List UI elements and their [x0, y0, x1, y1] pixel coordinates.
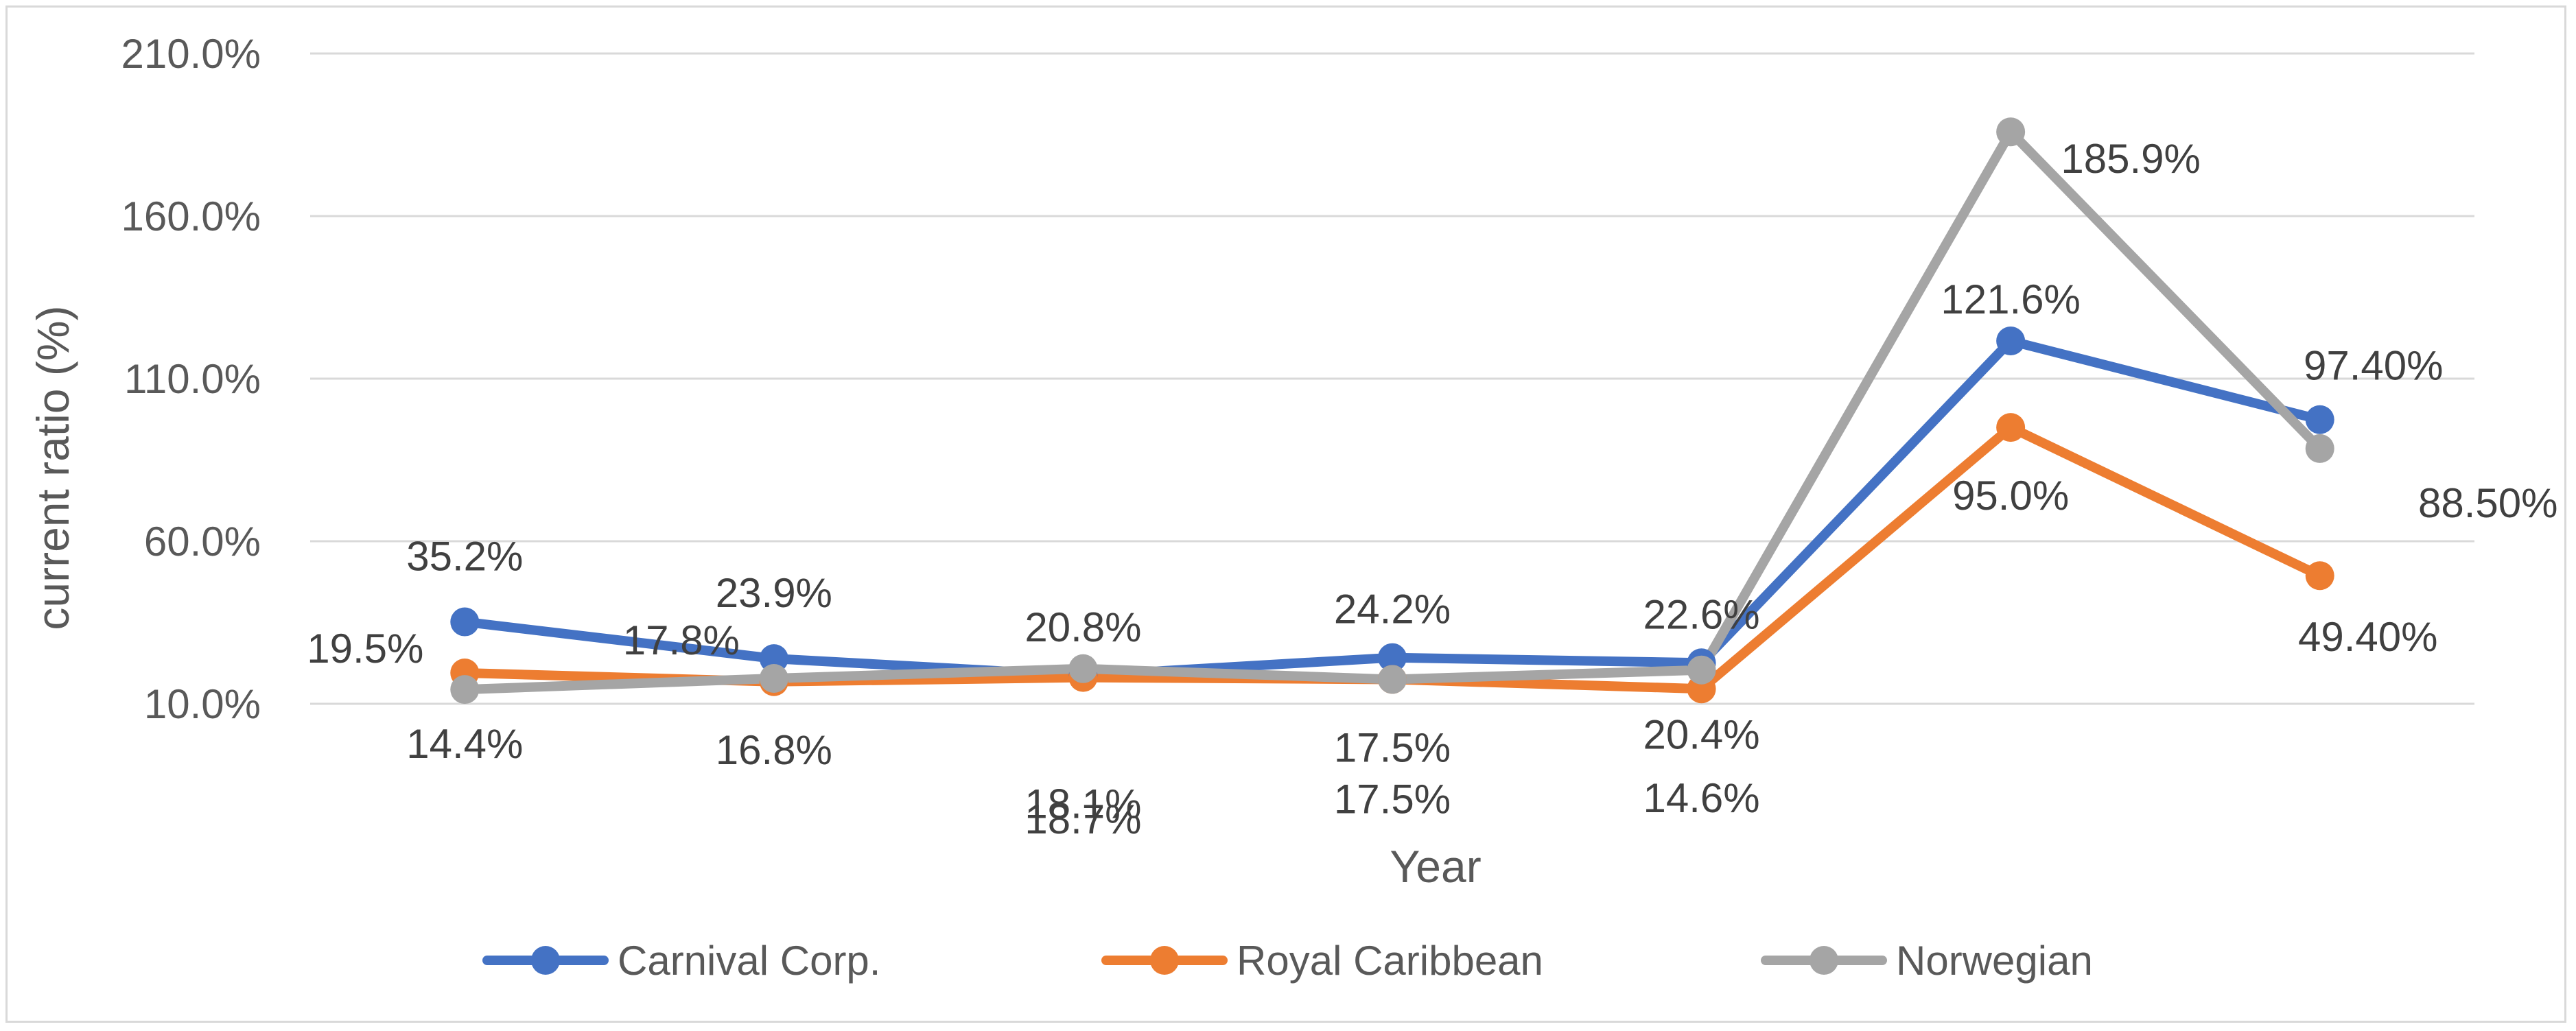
data-label-norwegian: 88.50% — [2418, 480, 2558, 526]
legend-label-carnival-corp: Carnival Corp. — [618, 938, 880, 984]
y-tick-label: 210.0% — [121, 31, 261, 77]
data-label-royal-caribbean: 16.8% — [716, 727, 832, 773]
data-label-norwegian: 20.4% — [1643, 712, 1760, 758]
legend-marker-royal-caribbean — [1150, 946, 1179, 975]
data-point-norwegian — [450, 675, 480, 704]
data-label-carnival-corp: 18.7% — [1024, 796, 1141, 842]
chart-frame — [5, 5, 2566, 1023]
data-label-carnival-corp: 35.2% — [406, 534, 523, 580]
data-label-norwegian: 14.4% — [406, 721, 523, 767]
legend: Carnival Corp. Royal Caribbean Norwegian — [482, 938, 2093, 984]
data-label-norwegian: 17.8% — [623, 617, 740, 663]
y-tick-label: 110.0% — [124, 356, 261, 402]
y-tick-label: 160.0% — [121, 193, 261, 239]
data-labels: 35.2% 23.9% 18.7% 24.2% 22.6% 121.6% 97.40% 19.… — [307, 136, 2557, 842]
data-point-carnival-corp — [450, 607, 480, 637]
data-label-norwegian: 17.5% — [1334, 724, 1451, 770]
data-label-royal-caribbean: 19.5% — [307, 626, 423, 672]
data-point-carnival-corp — [1996, 327, 2026, 356]
data-point-carnival-corp — [2305, 405, 2334, 434]
data-label-norwegian: 185.9% — [2061, 136, 2201, 182]
x-axis-title: Year — [1390, 841, 1481, 892]
legend-label-norwegian: Norwegian — [1896, 938, 2093, 984]
data-label-carnival-corp: 121.6% — [1941, 276, 2081, 322]
data-label-royal-caribbean: 49.40% — [2298, 614, 2438, 660]
data-point-norwegian — [1378, 665, 1407, 694]
data-label-carnival-corp: 22.6% — [1643, 591, 1760, 637]
data-point-norwegian — [759, 664, 788, 694]
data-label-carnival-corp: 24.2% — [1334, 586, 1451, 632]
data-label-carnival-corp: 23.9% — [716, 570, 832, 616]
data-label-royal-caribbean: 18.1% — [1024, 781, 1141, 827]
legend-marker-carnival-corp — [531, 946, 560, 975]
data-label-carnival-corp: 97.40% — [2304, 343, 2444, 389]
series-markers — [450, 117, 2334, 704]
gridlines — [310, 52, 2474, 705]
data-point-norwegian — [1068, 654, 1098, 683]
data-point-norwegian — [1687, 655, 1716, 685]
data-label-norwegian: 20.8% — [1024, 604, 1141, 650]
y-axis-title: current ratio (%) — [27, 305, 78, 630]
y-tick-label: 60.0% — [144, 519, 261, 565]
y-axis-tick-labels: 10.0% 60.0% 110.0% 160.0% 210.0% — [121, 31, 261, 727]
data-point-royal-caribbean — [2305, 561, 2334, 591]
data-point-norwegian — [2305, 434, 2334, 463]
data-point-carnival-corp — [1378, 643, 1407, 672]
data-point-royal-caribbean — [1996, 413, 2026, 442]
y-tick-label: 10.0% — [144, 681, 261, 727]
data-point-norwegian — [1996, 117, 2026, 147]
data-label-royal-caribbean: 14.6% — [1643, 775, 1760, 821]
data-label-royal-caribbean: 17.5% — [1334, 776, 1451, 822]
legend-marker-norwegian — [1810, 946, 1838, 975]
data-label-royal-caribbean: 95.0% — [1952, 473, 2069, 519]
legend-label-royal-caribbean: Royal Caribbean — [1237, 938, 1543, 984]
data-point-carnival-corp — [759, 644, 788, 674]
